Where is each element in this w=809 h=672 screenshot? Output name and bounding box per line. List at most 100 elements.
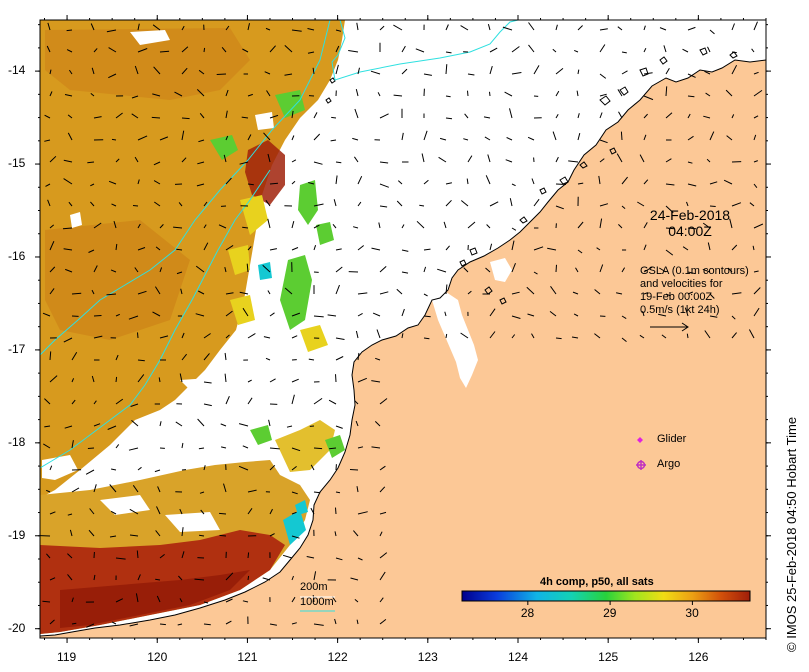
velocity-arrow (49, 155, 57, 163)
velocity-arrow (687, 183, 697, 187)
velocity-arrow (643, 222, 648, 229)
velocity-arrow (291, 575, 294, 581)
velocity-arrow (489, 331, 496, 339)
velocity-arrow (331, 116, 337, 119)
velocity-arrow (137, 23, 140, 31)
velocity-arrow (43, 443, 51, 449)
velocity-arrow (203, 47, 206, 53)
velocity-arrow (44, 139, 51, 142)
velocity-arrow (67, 114, 73, 119)
velocity-arrow (335, 175, 338, 185)
king-sound (432, 292, 478, 388)
x-tick-label: 124 (507, 650, 529, 664)
velocity-arrow (599, 203, 609, 207)
velocity-arrow (332, 223, 337, 229)
velocity-arrow (247, 575, 250, 581)
velocity-arrow (533, 271, 538, 275)
velocity-arrow (687, 26, 696, 31)
velocity-arrow (665, 158, 672, 163)
velocity-arrow (348, 50, 359, 53)
velocity-arrow (203, 465, 206, 471)
velocity-arrow (379, 531, 383, 537)
velocity-arrow (225, 89, 229, 97)
velocity-arrow (247, 134, 252, 141)
velocity-arrow (137, 48, 148, 53)
velocity-arrow (44, 425, 51, 428)
velocity-arrow (555, 183, 566, 185)
velocity-arrow (291, 491, 298, 495)
velocity-arrow (423, 179, 429, 185)
velocity-arrow (49, 224, 55, 229)
velocity-arrow (269, 533, 275, 537)
velocity-arrow (594, 333, 601, 339)
velocity-arrow (154, 286, 161, 295)
velocity-arrow (176, 271, 183, 275)
velocity-arrow (106, 293, 117, 296)
velocity-arrow (225, 177, 232, 185)
velocity-arrow (115, 598, 124, 603)
velocity-arrow (132, 205, 139, 207)
velocity-arrow (618, 111, 623, 119)
velocity-arrow (375, 357, 381, 361)
velocity-arrow (154, 201, 161, 207)
velocity-arrow (107, 425, 117, 430)
velocity-arrow (131, 95, 139, 99)
velocity-arrow (137, 359, 145, 362)
velocity-arrow (216, 73, 227, 75)
velocity-arrow (224, 352, 227, 361)
velocity-arrow (49, 465, 53, 471)
velocity-arrow (225, 244, 234, 251)
velocity-arrow (354, 108, 359, 119)
velocity-arrow (109, 484, 117, 493)
velocity-arrow (49, 619, 55, 625)
velocity-arrow (379, 398, 388, 405)
velocity-arrow (179, 373, 183, 383)
velocity-arrow (265, 200, 271, 207)
velocity-arrow (46, 553, 51, 559)
velocity-arrow (90, 93, 95, 97)
velocity-arrow (665, 205, 674, 214)
velocity-arrow (511, 72, 522, 75)
velocity-arrow (577, 113, 580, 119)
velocity-arrow (67, 553, 73, 559)
velocity-arrow (687, 161, 693, 164)
velocity-arrow (463, 138, 469, 141)
velocity-arrow (197, 161, 205, 165)
velocity-arrow (159, 267, 163, 273)
velocity-arrow (599, 139, 608, 144)
velocity-arrow (129, 623, 139, 627)
velocity-arrow (665, 293, 671, 297)
velocity-arrow (731, 64, 738, 75)
velocity-arrow (159, 335, 169, 339)
velocity-arrow (175, 421, 183, 427)
y-tick-label: -16 (8, 248, 26, 263)
velocity-arrow (313, 491, 321, 494)
velocity-arrow (181, 353, 187, 361)
velocity-arrow (577, 69, 580, 75)
velocity-arrow (242, 307, 249, 317)
velocity-arrow (242, 226, 249, 229)
velocity-arrow (269, 248, 277, 251)
velocity-arrow (313, 397, 323, 405)
velocity-arrow (357, 557, 363, 561)
velocity-arrow (130, 403, 139, 407)
velocity-arrow (111, 468, 117, 471)
velocity-arrow (357, 201, 362, 207)
velocity-arrow (401, 68, 408, 75)
velocity-arrow (489, 201, 499, 207)
velocity-arrow (528, 22, 535, 31)
velocity-arrow (223, 483, 227, 493)
velocity-arrow (596, 247, 601, 251)
velocity-arrow (379, 113, 389, 119)
velocity-arrow (687, 113, 691, 119)
velocity-arrow (269, 182, 279, 185)
velocity-arrow (286, 425, 293, 428)
velocity-arrow (423, 266, 427, 273)
velocity-arrow (621, 337, 627, 342)
velocity-arrow (753, 115, 759, 119)
velocity-arrow (198, 447, 205, 450)
velocity-arrow (355, 420, 359, 427)
velocity-arrow (445, 182, 452, 185)
velocity-arrow (643, 134, 647, 141)
velocity-arrow (313, 112, 318, 119)
